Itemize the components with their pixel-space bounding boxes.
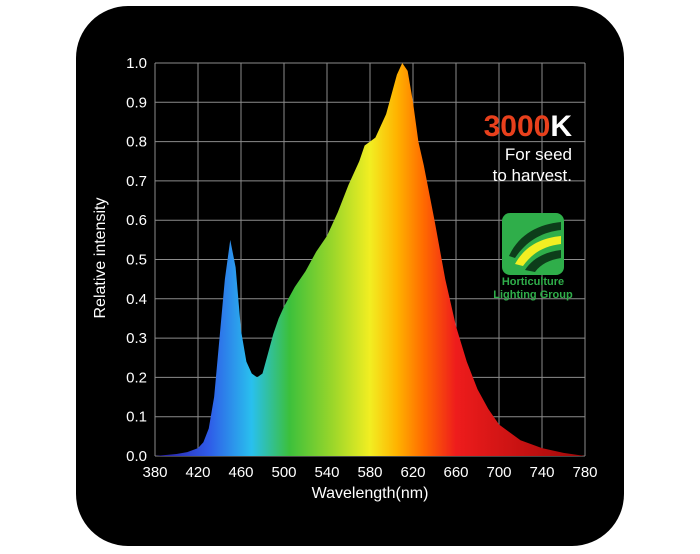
x-tick-label: 580 (357, 464, 382, 481)
cct-unit: K (550, 110, 572, 143)
logo-text-line-1: Horticulture (501, 276, 565, 288)
cct-number: 3000 (483, 110, 551, 143)
y-tick-label: 0.6 (126, 212, 147, 229)
horticulture-lighting-group-logo: Horticulture Lighting Group (478, 212, 588, 302)
x-tick-label: 620 (400, 464, 425, 481)
x-tick-label: 380 (142, 464, 167, 481)
y-tick-label: 0.4 (126, 291, 147, 308)
x-tick-label: 540 (314, 464, 339, 481)
color-temperature: 3000K (420, 110, 572, 144)
y-tick-label: 0.9 (126, 94, 147, 111)
note-line-1: For seed (504, 145, 572, 164)
cct-annotation: 3000K For seed to harvest. (420, 110, 572, 186)
y-tick-label: 0.7 (126, 173, 147, 190)
y-tick-label: 0.2 (126, 369, 147, 386)
x-tick-label: 780 (572, 464, 597, 481)
logo-text-line-2: Lighting Group (493, 289, 573, 301)
logo-mark-icon (502, 213, 564, 275)
note-line-2: to harvest. (492, 166, 572, 185)
y-tick-label: 0.0 (126, 448, 147, 465)
x-tick-labels: 380 420 460 500 540 580 620 660 700 740 780 (142, 464, 597, 481)
x-tick-label: 460 (228, 464, 253, 481)
x-tick-label: 500 (271, 464, 296, 481)
x-tick-label: 740 (529, 464, 554, 481)
x-tick-label: 700 (486, 464, 511, 481)
x-axis-label: Wavelength(nm) (312, 485, 429, 502)
y-tick-label: 0.3 (126, 330, 147, 347)
y-tick-label: 0.5 (126, 252, 147, 269)
y-axis-label: Relative intensity (92, 198, 109, 319)
x-tick-label: 660 (443, 464, 468, 481)
y-tick-label: 0.1 (126, 409, 147, 426)
y-tick-labels: 0.0 0.1 0.2 0.3 0.4 0.5 0.6 0.7 0.8 0.9 1.0 (126, 55, 147, 465)
spectrum-area (155, 63, 585, 456)
x-tick-label: 420 (185, 464, 210, 481)
y-tick-label: 0.8 (126, 134, 147, 151)
y-tick-label: 1.0 (126, 55, 147, 72)
